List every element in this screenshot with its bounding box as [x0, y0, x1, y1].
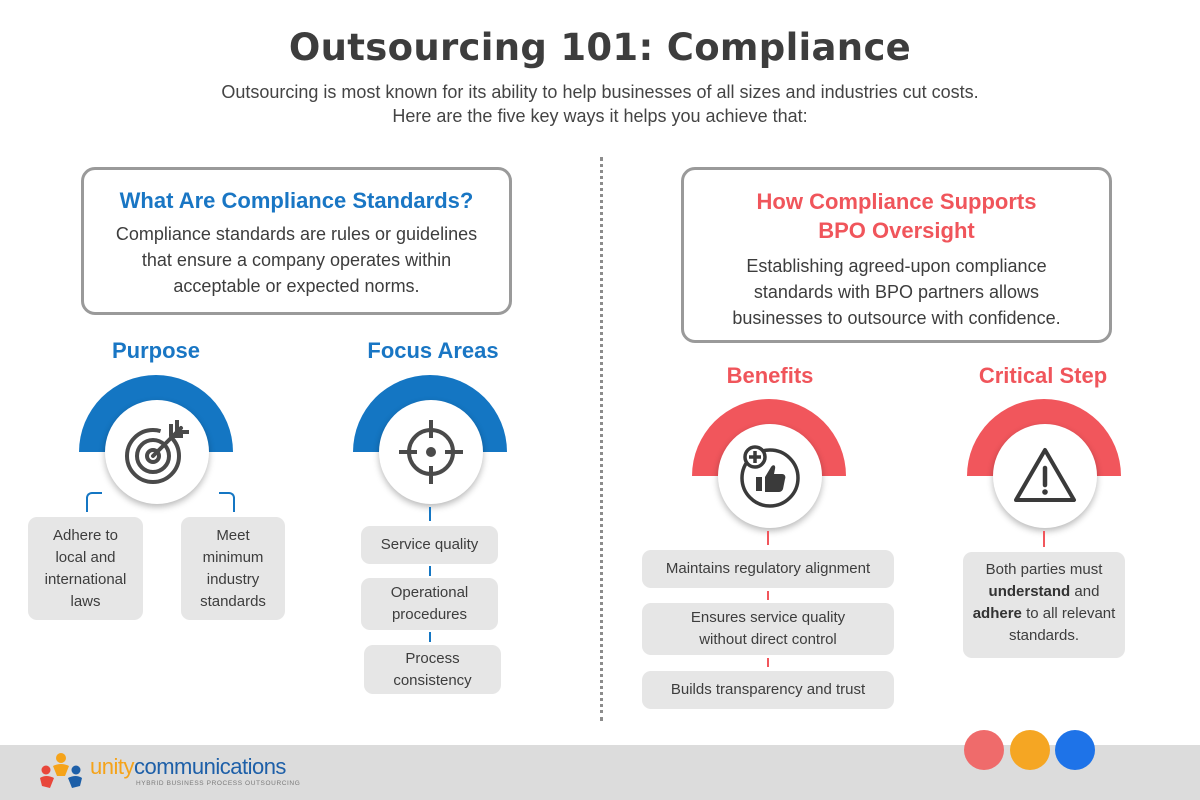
bpo-oversight-box: How Compliance Supports BPO Oversight Es… [681, 167, 1112, 343]
critical-step-heading: Critical Step [978, 363, 1108, 388]
critical-step-note: Both parties must understand and adhere … [963, 552, 1125, 658]
purpose-connector-left [86, 492, 102, 512]
page-title: Outsourcing 101: Compliance [288, 26, 912, 69]
brand-wordmark: unitycommunications [90, 754, 286, 780]
critical-text-pre: Both parties must [985, 561, 1103, 578]
bpo-oversight-title-line-2: BPO Oversight [818, 218, 975, 243]
focus-connector-1 [429, 507, 431, 521]
purpose-item-laws: Adhere to local and international laws [28, 517, 143, 620]
purpose-connector-right [219, 492, 235, 512]
brand-communications: communications [133, 754, 286, 779]
page-subtitle: Outsourcing is most known for its abilit… [0, 80, 1200, 128]
decor-dot-blue [1055, 730, 1095, 770]
focus-areas-heading: Focus Areas [367, 338, 499, 363]
benefits-heading: Benefits [726, 363, 814, 388]
critical-text-understand: understand [988, 583, 1071, 600]
benefits-connector-3 [767, 658, 769, 667]
focus-item-consistency: Process consistency [364, 645, 501, 694]
benefits-item-service-quality: Ensures service quality without direct c… [642, 603, 894, 655]
decor-dot-orange [1010, 730, 1050, 770]
purpose-heading: Purpose [111, 338, 201, 363]
benefits-connector-1 [767, 531, 769, 545]
benefits-icon-disc [718, 424, 822, 528]
bpo-oversight-text: Establishing agreed-upon compliance stan… [732, 256, 1061, 328]
critical-text-post: to all relevant standards. [1008, 605, 1116, 644]
focus-item-operational: Operational procedures [361, 578, 498, 630]
focus-areas-icon-disc [379, 400, 483, 504]
benefits-item-transparency: Builds transparency and trust [642, 671, 894, 709]
unity-communications-logo[interactable]: unitycommunications HYBRID BUSINESS PROC… [38, 752, 318, 792]
subtitle-line-2: Here are the five key ways it helps you … [392, 106, 808, 126]
crosshair-icon [399, 420, 463, 484]
compliance-standards-text: Compliance standards are rules or guidel… [115, 224, 478, 296]
bpo-oversight-title-line-1: How Compliance Supports [756, 189, 1037, 214]
focus-item-service-quality: Service quality [361, 526, 498, 564]
purpose-icon-disc [105, 400, 209, 504]
people-logo-icon [40, 753, 82, 788]
thumbs-up-plus-icon [740, 445, 800, 508]
benefits-connector-2 [767, 591, 769, 600]
target-arrow-icon [125, 420, 189, 484]
critical-step-icon-disc [993, 424, 1097, 528]
brand-tagline: HYBRID BUSINESS PROCESS OUTSOURCING [136, 780, 301, 787]
center-divider [600, 157, 603, 721]
critical-text-adhere: adhere [972, 605, 1022, 622]
warning-triangle-icon [1014, 448, 1076, 502]
focus-connector-2 [429, 566, 431, 576]
focus-connector-3 [429, 632, 431, 642]
purpose-item-standards: Meet minimum industry standards [181, 517, 285, 620]
critical-step-connector [1043, 531, 1045, 547]
compliance-standards-box: What Are Compliance Standards? Complianc… [81, 167, 512, 315]
brand-unity: unity [90, 754, 134, 779]
critical-text-mid: and [1074, 583, 1100, 600]
compliance-standards-title: What Are Compliance Standards? [119, 188, 474, 213]
subtitle-line-1: Outsourcing is most known for its abilit… [221, 82, 979, 102]
benefits-item-regulatory: Maintains regulatory alignment [642, 550, 894, 588]
decor-dot-red [964, 730, 1004, 770]
